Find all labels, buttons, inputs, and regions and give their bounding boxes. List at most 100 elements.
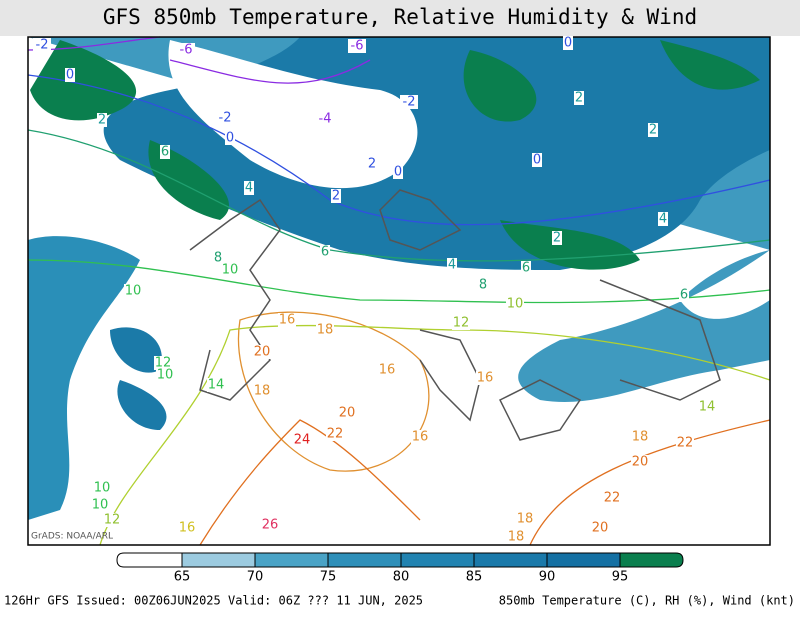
contour-label: 0: [66, 68, 74, 83]
contour-label-bg: [507, 530, 525, 544]
contour-label-bg: [91, 498, 109, 512]
contour-label-bg: [563, 36, 573, 50]
contour-label-bg: [160, 145, 170, 159]
contour-label-bg: [378, 363, 396, 377]
credit: GrADS: NOAA/ARL: [31, 532, 113, 542]
contour-label-bg: [478, 278, 488, 292]
contour-label: -2: [219, 111, 232, 126]
contour-line: [27, 129, 771, 262]
colorbar-tick-label: 90: [539, 570, 556, 585]
contour-label-bg: [676, 436, 694, 450]
contour-label: 16: [379, 363, 396, 378]
contour-label: 4: [659, 212, 667, 227]
contour-label: 18: [508, 530, 525, 545]
colorbar-bin: [327, 552, 402, 568]
contour-label: 6: [522, 261, 530, 276]
contour-label-bg: [631, 455, 649, 469]
contour-label-bg: [316, 112, 334, 126]
colorbar-tick-label: 70: [247, 570, 264, 585]
colorbar-bin: [473, 552, 548, 568]
contour-label-bg: [261, 518, 279, 532]
contour-label: 22: [677, 436, 694, 451]
contour-label: 18: [254, 384, 271, 399]
contour-line: [27, 259, 771, 304]
contour-label-bg: [516, 512, 534, 526]
contour-label: 22: [327, 427, 344, 442]
contour-label: 24: [294, 433, 311, 448]
contour-label-bg: [65, 68, 75, 82]
contour-label: 18: [632, 430, 649, 445]
colorbar-bin: [254, 552, 329, 568]
contour-line: [99, 324, 771, 546]
contour-label: 10: [125, 284, 142, 299]
colorbar-tick-label: 75: [320, 570, 337, 585]
map-frame: [27, 36, 771, 546]
contour-label: 0: [564, 36, 572, 51]
contour-label-bg: [393, 165, 403, 179]
contour-label: 10: [94, 481, 111, 496]
contour-label-bg: [253, 384, 271, 398]
contour-label: 6: [321, 245, 329, 260]
contour-label: 16: [477, 371, 494, 386]
contour-label-bg: [338, 406, 356, 420]
contour-label: 16: [279, 313, 296, 328]
contour-label: 2: [332, 189, 340, 204]
contour-label-bg: [221, 263, 239, 277]
contour-label: 2: [368, 157, 376, 172]
colorbar-bin: [546, 552, 621, 568]
contour-label-bg: [33, 38, 51, 52]
contour-label-bg: [476, 371, 494, 385]
contour-label: 20: [632, 455, 649, 470]
contour-label: 4: [448, 258, 456, 273]
contour-label: 6: [161, 145, 169, 160]
contour-label-bg: [603, 491, 621, 505]
contour-label: 12: [155, 356, 172, 371]
contour-label: 10: [222, 263, 239, 278]
contour-label-bg: [320, 245, 330, 259]
contour-label-bg: [411, 430, 429, 444]
saturated-area: [30, 40, 760, 270]
title: GFS 850mb Temperature, Relative Humidity…: [103, 5, 697, 29]
contour-label: 20: [254, 345, 271, 360]
contour-label-bg: [97, 113, 107, 127]
contour-label-bg: [591, 521, 609, 535]
contour-label: 10: [157, 368, 174, 383]
contour-label-bg: [253, 345, 271, 359]
colorbar-bin: [116, 552, 183, 568]
contour-label: -6: [180, 43, 193, 58]
colorbar-bin: [400, 552, 475, 568]
contour-label-bg: [658, 212, 668, 226]
contour-label-bg: [331, 189, 341, 203]
contour-label: 12: [453, 316, 470, 331]
contour-label-bg: [574, 91, 584, 105]
colorbar-tick-label: 95: [612, 570, 629, 585]
coastline: [189, 189, 721, 441]
contour-label-bg: [156, 368, 174, 382]
contour-label-bg: [452, 316, 470, 330]
contour-label: 8: [214, 251, 222, 266]
contour-label: 2: [649, 123, 657, 138]
colorbar-tick-label: 65: [174, 570, 191, 585]
contour-label-bg: [178, 521, 196, 535]
contour-label-bg: [348, 39, 366, 53]
contour-label: 0: [394, 165, 402, 180]
contour-label-bg: [207, 378, 225, 392]
contour-label-bg: [648, 123, 658, 137]
contour-label: 22: [604, 491, 621, 506]
contour-label-bg: [244, 181, 254, 195]
contour-label: -2: [403, 95, 416, 110]
contour-label-bg: [154, 356, 172, 370]
footer-right: 850mb Temperature (C), RH (%), Wind (knt…: [499, 594, 795, 608]
footer-left: 126Hr GFS Issued: 00Z06JUN2025 Valid: 06…: [4, 594, 423, 608]
contour-label: 2: [553, 231, 561, 246]
colorbar-tick-label: 80: [393, 570, 410, 585]
contour-label: 2: [575, 91, 583, 106]
contour-label: 2: [98, 113, 106, 128]
contour-label-bg: [521, 261, 531, 275]
contour-label: 18: [517, 512, 534, 527]
contour-label-bg: [93, 481, 111, 495]
contour-label: 0: [226, 131, 234, 146]
contour-label-bg: [698, 400, 716, 414]
title-bar: [0, 0, 800, 36]
